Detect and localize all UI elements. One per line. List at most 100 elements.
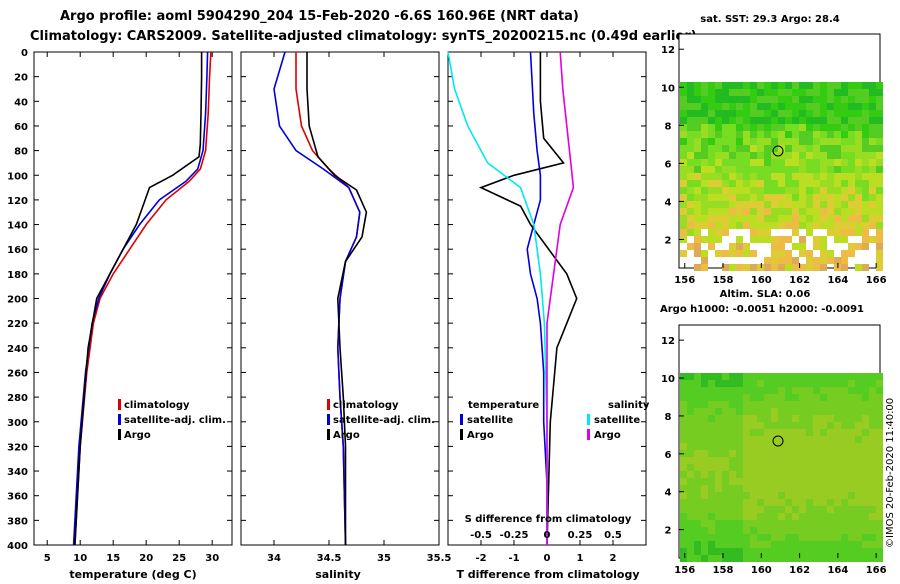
sla-cell	[680, 485, 687, 492]
sst-cell	[841, 194, 848, 201]
map-y-tick-label: 12	[661, 336, 675, 347]
sla-cell	[771, 457, 778, 464]
sla-cell	[799, 443, 806, 450]
sst-cell	[855, 243, 862, 250]
sla-cell	[687, 394, 694, 401]
legend-satellite: satellite-adj. clim.	[333, 415, 435, 426]
sla-cell	[764, 520, 771, 527]
sla-cell	[785, 457, 792, 464]
sla-cell	[729, 555, 736, 562]
legend-swatch-climatology	[118, 399, 121, 410]
sst-cell	[792, 145, 799, 152]
sla-cell	[834, 436, 841, 443]
sla-cell	[785, 394, 792, 401]
sst-cell	[729, 243, 736, 250]
sla-cell	[792, 394, 799, 401]
sst-cell	[743, 124, 750, 131]
sst-cell	[848, 131, 855, 138]
sst-cell	[722, 152, 729, 159]
sst-cell	[855, 138, 862, 145]
sst-cell	[785, 194, 792, 201]
sla-cell	[834, 373, 841, 380]
sst-cell	[778, 89, 785, 96]
sst-cell	[764, 215, 771, 222]
sla-cell	[792, 450, 799, 457]
sst-cell	[729, 145, 736, 152]
sla-cell	[813, 415, 820, 422]
sla-cell	[827, 506, 834, 513]
sla-cell	[834, 394, 841, 401]
sla-cell	[841, 513, 848, 520]
sst-cell	[813, 145, 820, 152]
sla-cell	[785, 471, 792, 478]
sst-cell	[862, 82, 869, 89]
sst-cell	[869, 159, 876, 166]
sla-cell	[750, 478, 757, 485]
sla-cell	[715, 450, 722, 457]
sla-cell	[813, 478, 820, 485]
sst-cell	[715, 201, 722, 208]
sla-cell	[792, 415, 799, 422]
sla-cell	[778, 520, 785, 527]
sla-cell	[813, 387, 820, 394]
sst-cell	[680, 96, 687, 103]
sla-cell	[694, 499, 701, 506]
sla-cell	[736, 394, 743, 401]
legend-swatch-satellite	[327, 414, 330, 425]
sst-cell	[820, 222, 827, 229]
sla-cell	[855, 450, 862, 457]
sst-cell	[778, 82, 785, 89]
sla-cell	[855, 478, 862, 485]
sst-cell	[750, 96, 757, 103]
sla-cell	[792, 478, 799, 485]
sla-cell	[848, 443, 855, 450]
sla-cell	[694, 471, 701, 478]
sla-cell	[750, 499, 757, 506]
sst-cell	[680, 194, 687, 201]
sla-cell	[750, 387, 757, 394]
sst-cell	[813, 173, 820, 180]
sla-cell	[715, 527, 722, 534]
sla-cell	[862, 527, 869, 534]
sst-cell	[820, 201, 827, 208]
sst-cell	[680, 250, 687, 257]
sla-cell	[708, 478, 715, 485]
sla-cell	[799, 555, 806, 562]
sla-cell	[729, 408, 736, 415]
sla-cell	[799, 471, 806, 478]
sla-cell	[722, 457, 729, 464]
sla-cell	[722, 485, 729, 492]
sst-cell	[848, 194, 855, 201]
sla-cell	[729, 436, 736, 443]
sla-cell	[778, 478, 785, 485]
sla-cell	[757, 555, 764, 562]
sla-cell	[792, 436, 799, 443]
sst-cell	[743, 138, 750, 145]
sla-cell	[834, 401, 841, 408]
sst-cell	[701, 138, 708, 145]
sst-cell	[771, 222, 778, 229]
sst-cell	[708, 103, 715, 110]
sla-cell	[771, 436, 778, 443]
sla-cell	[764, 548, 771, 555]
sst-cell	[834, 229, 841, 236]
sst-cell	[876, 96, 883, 103]
sst-cell	[757, 222, 764, 229]
depth-tick-label: 220	[7, 319, 28, 330]
sla-cell	[785, 506, 792, 513]
sla-cell	[876, 548, 883, 555]
sla-cell	[869, 492, 876, 499]
sla-cell	[715, 492, 722, 499]
sla-cell	[715, 436, 722, 443]
sst-cell	[757, 208, 764, 215]
sst-cell	[876, 264, 883, 271]
sla-cell	[736, 401, 743, 408]
sla-cell	[848, 513, 855, 520]
sst-cell	[687, 138, 694, 145]
sst-cell	[869, 103, 876, 110]
sst-cell	[750, 159, 757, 166]
sst-cell	[841, 131, 848, 138]
sst-cell	[743, 159, 750, 166]
sst-cell	[757, 201, 764, 208]
sla-cell	[792, 443, 799, 450]
